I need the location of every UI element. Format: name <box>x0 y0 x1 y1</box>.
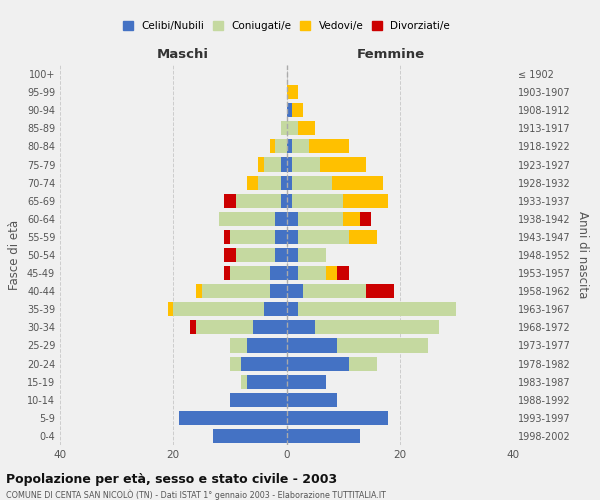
Bar <box>287 212 298 226</box>
Bar <box>258 176 281 190</box>
Bar <box>281 194 287 208</box>
Bar <box>287 356 349 370</box>
Bar <box>360 212 371 226</box>
Bar <box>269 284 287 298</box>
Bar <box>287 429 360 443</box>
Bar <box>264 158 281 172</box>
Bar <box>343 194 388 208</box>
Bar <box>292 140 309 153</box>
Bar <box>190 320 196 334</box>
Bar <box>287 266 298 280</box>
Bar <box>298 302 457 316</box>
Bar <box>366 284 394 298</box>
Bar <box>236 194 281 208</box>
Text: COMUNE DI CENTA SAN NICOLÒ (TN) - Dati ISTAT 1° gennaio 2003 - Elaborazione TUTT: COMUNE DI CENTA SAN NICOLÒ (TN) - Dati I… <box>6 489 386 500</box>
Bar <box>287 230 298 244</box>
Bar <box>173 302 264 316</box>
Bar <box>287 140 292 153</box>
Bar <box>292 103 304 118</box>
Bar <box>326 266 337 280</box>
Y-axis label: Anni di nascita: Anni di nascita <box>576 212 589 298</box>
Bar <box>320 158 366 172</box>
Bar <box>287 392 337 407</box>
Bar <box>224 248 236 262</box>
Bar <box>298 248 326 262</box>
Y-axis label: Fasce di età: Fasce di età <box>8 220 21 290</box>
Bar <box>224 194 236 208</box>
Bar <box>241 356 287 370</box>
Legend: Celibi/Nubili, Coniugati/e, Vedovi/e, Divorziati/e: Celibi/Nubili, Coniugati/e, Vedovi/e, Di… <box>119 17 454 36</box>
Bar <box>287 338 337 352</box>
Text: Popolazione per età, sesso e stato civile - 2003: Popolazione per età, sesso e stato civil… <box>6 472 337 486</box>
Bar <box>292 158 320 172</box>
Bar <box>287 194 292 208</box>
Bar <box>287 284 304 298</box>
Bar <box>315 320 439 334</box>
Bar <box>287 302 298 316</box>
Bar <box>258 158 264 172</box>
Text: Maschi: Maschi <box>157 48 208 61</box>
Bar <box>269 140 275 153</box>
Bar <box>281 122 287 136</box>
Bar <box>202 284 269 298</box>
Bar <box>224 230 230 244</box>
Bar <box>287 122 298 136</box>
Bar <box>275 140 287 153</box>
Bar <box>230 356 241 370</box>
Bar <box>196 320 253 334</box>
Bar <box>292 194 343 208</box>
Bar <box>230 392 287 407</box>
Bar <box>287 85 298 99</box>
Bar <box>287 374 326 388</box>
Bar <box>281 176 287 190</box>
Bar <box>309 140 349 153</box>
Bar <box>332 176 383 190</box>
Bar <box>287 103 292 118</box>
Bar <box>298 230 349 244</box>
Bar <box>241 374 247 388</box>
Bar <box>298 266 326 280</box>
Bar <box>253 320 287 334</box>
Bar <box>298 212 343 226</box>
Bar <box>281 158 287 172</box>
Bar <box>287 176 292 190</box>
Text: Femmine: Femmine <box>356 48 425 61</box>
Bar <box>292 176 332 190</box>
Bar <box>196 284 202 298</box>
Bar <box>349 230 377 244</box>
Bar <box>230 266 269 280</box>
Bar <box>236 248 275 262</box>
Bar <box>287 320 315 334</box>
Bar <box>275 212 287 226</box>
Bar <box>224 266 230 280</box>
Bar <box>230 338 247 352</box>
Bar <box>287 158 292 172</box>
Bar <box>287 248 298 262</box>
Bar <box>179 411 287 425</box>
Bar <box>298 122 315 136</box>
Bar <box>275 230 287 244</box>
Bar <box>275 248 287 262</box>
Bar <box>269 266 287 280</box>
Bar <box>247 338 287 352</box>
Bar <box>304 284 366 298</box>
Bar <box>337 338 428 352</box>
Bar <box>247 176 258 190</box>
Bar <box>337 266 349 280</box>
Bar <box>230 230 275 244</box>
Bar <box>213 429 287 443</box>
Bar <box>349 356 377 370</box>
Bar <box>343 212 360 226</box>
Bar <box>287 411 388 425</box>
Bar <box>247 374 287 388</box>
Bar <box>264 302 287 316</box>
Bar <box>218 212 275 226</box>
Bar <box>167 302 173 316</box>
